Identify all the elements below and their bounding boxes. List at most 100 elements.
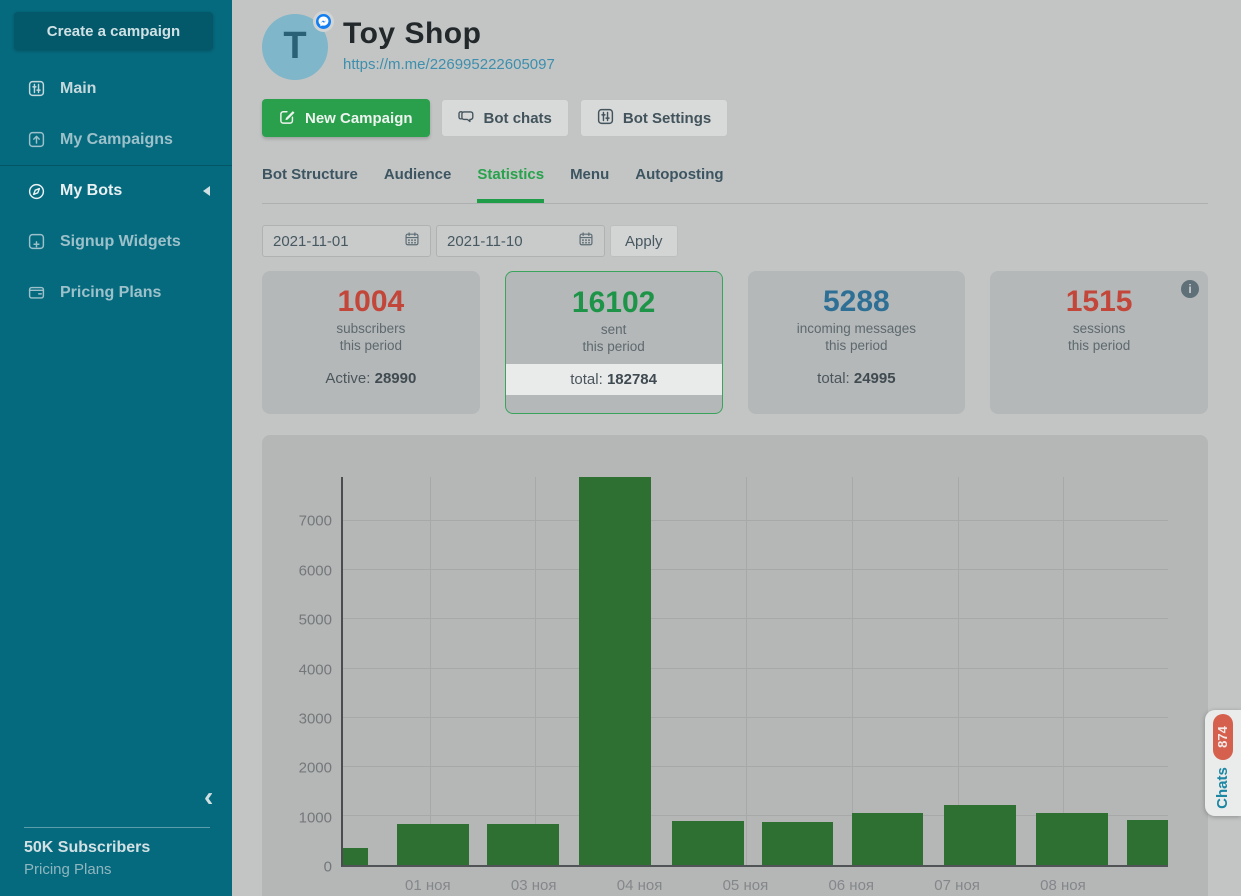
sidebar-item-signup-widgets[interactable]: Signup Widgets <box>0 216 232 267</box>
y-tick-label: 5000 <box>298 611 332 629</box>
date-from-input[interactable]: 2021-11-01 <box>262 225 431 257</box>
bot-settings-button[interactable]: Bot Settings <box>579 99 729 137</box>
sidebar-item-my-bots[interactable]: My Bots <box>0 165 232 216</box>
stat-card-sessions[interactable]: 1515 sessions this period i <box>990 271 1208 414</box>
chart-gridline <box>343 618 1168 620</box>
stat-label: sessions <box>1072 321 1126 336</box>
x-tick-label: 03 ноя <box>510 877 557 894</box>
messenger-icon <box>313 11 334 32</box>
sidebar-item-label: Main <box>60 79 97 97</box>
chart-bar-2021-11-08[interactable] <box>943 805 1016 865</box>
chats-side-tab[interactable]: 874 Chats <box>1205 710 1241 816</box>
stat-value: 16102 <box>571 286 656 319</box>
page-header: T Toy Shop https://m.me/226995222605097 <box>262 11 555 80</box>
apply-button[interactable]: Apply <box>610 225 678 257</box>
date-from-value: 2021-11-01 <box>273 232 349 250</box>
tab-bar: Bot Structure Audience Statistics Menu Autop… <box>262 160 1208 204</box>
stat-label: incoming messages <box>796 321 917 336</box>
chart-gridline <box>343 765 1168 767</box>
chart-gridline <box>1063 477 1065 865</box>
chart-bar-2021-11-10[interactable] <box>1127 819 1168 865</box>
y-tick-label: 3000 <box>298 710 332 728</box>
chart-bar-2021-11-07[interactable] <box>851 813 924 865</box>
tab-menu[interactable]: Menu <box>570 166 610 183</box>
create-campaign-button[interactable]: Create a campaign <box>14 12 213 50</box>
compass-icon <box>28 183 45 200</box>
chart-bar-2021-11-09[interactable] <box>1036 812 1109 865</box>
x-tick-label: 01 ноя <box>405 877 451 894</box>
chats-label: Chats <box>1214 767 1231 809</box>
chart-gridline <box>429 477 431 865</box>
chart-gridline <box>746 477 748 865</box>
stat-card-subscribers[interactable]: 1004 subscribers this period Active: 28990 <box>262 271 480 414</box>
stat-label: sent <box>600 322 627 337</box>
date-to-input[interactable]: 2021-11-10 <box>436 225 605 257</box>
chart-bar-2021-11-05[interactable] <box>671 820 744 865</box>
stat-card-incoming-messages[interactable]: 5288 incoming messages this period total: 2… <box>747 271 966 414</box>
x-tick-label: 06 ноя <box>828 877 875 894</box>
new-campaign-button[interactable]: New Campaign <box>262 99 430 137</box>
y-tick-label: 7000 <box>298 512 332 530</box>
stat-value: 1004 <box>337 285 405 318</box>
sidebar-nav: Main My Campaigns My Bots Signup Widgets Pri… <box>0 63 232 318</box>
chart-bar-2021-11-01[interactable] <box>343 847 369 865</box>
chart-y-axis: 0 1000 2000 3000 4000 5000 6000 7000 <box>262 477 332 876</box>
chart-plot <box>341 477 1168 867</box>
sidebar-item-label: Signup Widgets <box>60 232 181 250</box>
tab-bot-structure[interactable]: Bot Structure <box>262 166 358 183</box>
sidebar-item-pricing-plans[interactable]: Pricing Plans <box>0 267 232 318</box>
stat-total: Active: 28990 <box>325 370 417 387</box>
chart-gridline <box>343 814 1168 816</box>
x-tick-label: 05 ноя <box>722 877 769 894</box>
page-title: Toy Shop <box>343 17 482 50</box>
widget-plus-icon <box>28 233 45 250</box>
tab-audience[interactable]: Audience <box>383 166 452 183</box>
sidebar: Create a campaign Main My Campaigns My Bot… <box>0 0 232 896</box>
y-tick-label: 6000 <box>298 562 332 580</box>
sidebar-item-label: My Bots <box>60 182 123 199</box>
bot-chats-button[interactable]: Bot chats <box>440 99 569 137</box>
chevron-left-icon <box>203 186 210 196</box>
bot-settings-label: Bot Settings <box>622 109 712 127</box>
stat-total: total: 182784 <box>505 364 722 395</box>
sidebar-footer: 50K Subscribers Pricing Plans <box>24 827 210 878</box>
bot-link[interactable]: https://m.me/226995222605097 <box>343 56 555 73</box>
chart-bar-2021-11-04[interactable] <box>579 477 652 865</box>
info-icon[interactable]: i <box>1181 280 1199 298</box>
date-to-value: 2021-11-10 <box>447 232 523 250</box>
sidebar-item-label: My Campaigns <box>60 130 173 148</box>
avatar-letter: T <box>283 25 307 67</box>
main-content: T Toy Shop https://m.me/226995222605097 … <box>232 0 1241 896</box>
tab-statistics[interactable]: Statistics <box>477 160 545 203</box>
pricing-plans-link[interactable]: Pricing Plans <box>24 861 112 878</box>
chart-bar-2021-11-06[interactable] <box>761 821 834 865</box>
chart-gridline <box>343 569 1168 571</box>
new-campaign-label: New Campaign <box>305 109 413 127</box>
y-tick-label: 1000 <box>298 809 332 827</box>
sidebar-collapse-icon[interactable]: ‹ <box>204 781 214 812</box>
chart-bar-2021-11-03[interactable] <box>486 823 559 865</box>
avatar: T <box>262 11 334 80</box>
chart-gridline <box>343 667 1168 669</box>
tab-autoposting[interactable]: Autoposting <box>635 166 724 183</box>
date-filter: 2021-11-01 2021-11-10 Apply <box>262 225 678 257</box>
plan-label: 50K Subscribers <box>24 839 151 856</box>
x-tick-label: 08 ноя <box>1040 877 1086 894</box>
stat-card-sent[interactable]: 16102 sent this period total: 182784 <box>504 271 723 414</box>
calendar-icon[interactable] <box>578 231 594 251</box>
pencil-icon <box>279 108 296 129</box>
sliders-icon <box>597 108 614 129</box>
chart-gridline <box>852 477 854 865</box>
stat-value: 1515 <box>1065 285 1133 318</box>
calendar-icon[interactable] <box>404 231 420 251</box>
y-tick-label: 2000 <box>298 759 332 777</box>
chat-bubbles-icon <box>457 108 475 129</box>
stat-cards: 1004 subscribers this period Active: 28990 1… <box>262 271 1208 414</box>
sidebar-item-main[interactable]: Main <box>0 63 232 114</box>
chart-gridline <box>957 477 959 865</box>
chart-bar-2021-11-02[interactable] <box>396 823 469 865</box>
sidebar-item-my-campaigns[interactable]: My Campaigns <box>0 114 232 165</box>
chart-gridline <box>343 520 1168 522</box>
stat-sublabel: this period <box>582 339 645 354</box>
chart-gridline <box>343 716 1168 718</box>
